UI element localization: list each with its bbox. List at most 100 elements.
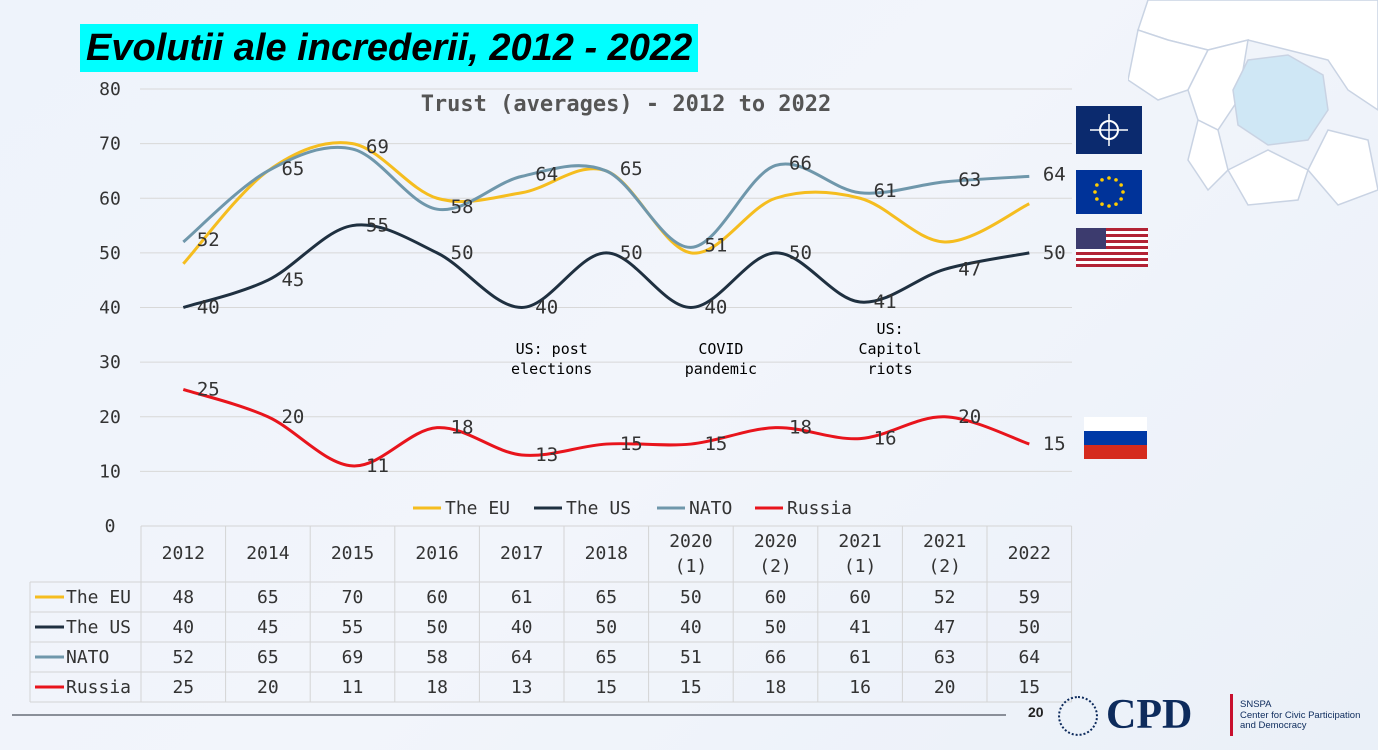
data-label: 15 (704, 433, 727, 455)
cpd-logo: CPD (1106, 692, 1193, 738)
y-tick-label: 0 (105, 516, 116, 537)
table-cell: 20 (257, 677, 279, 698)
table-cell: 52 (934, 587, 956, 608)
data-label: 20 (958, 406, 981, 428)
table-cell: 63 (934, 647, 956, 668)
table-cell: 15 (680, 677, 702, 698)
us-flag-icon (1076, 228, 1148, 267)
series-line-nato (182, 145, 1030, 249)
table-cell: 25 (172, 677, 194, 698)
data-label: 20 (281, 406, 304, 428)
legend-item: The EU (413, 498, 510, 519)
data-label: 64 (1043, 163, 1066, 185)
table-cell: 65 (595, 587, 617, 608)
table-cell: 66 (765, 647, 787, 668)
table-header-cell: 2012 (162, 543, 205, 564)
y-tick-label: 20 (99, 407, 121, 428)
event-annotation: US: Capitol riots (858, 320, 921, 378)
y-axis-ticks: 0 10 20 30 40 50 60 70 80 (99, 79, 121, 537)
table-cell: 58 (426, 647, 448, 668)
logo-org-line: and Democracy (1240, 720, 1307, 731)
data-label: 15 (1043, 433, 1066, 455)
data-label: 65 (281, 158, 304, 180)
table-row-label: The US (66, 617, 131, 638)
table-cell: 48 (172, 587, 194, 608)
table-cell: 65 (257, 587, 279, 608)
data-label: 11 (366, 455, 389, 477)
event-annotation: COVID pandemic (685, 340, 757, 378)
romania-map-graphic (1127, 0, 1378, 214)
table-row: The US 40 45 55 50 40 50 40 50 41 47 50 (35, 617, 1040, 638)
data-label: 50 (789, 242, 812, 264)
data-label: 16 (874, 428, 897, 450)
y-tick-label: 30 (99, 352, 121, 373)
table-cell: 59 (1018, 587, 1040, 608)
table-cell: 64 (511, 647, 533, 668)
table-cell: 50 (1018, 617, 1040, 638)
legend-label: The EU (445, 498, 510, 519)
table-cell: 40 (511, 617, 533, 638)
table-header-cell: 2014 (246, 543, 289, 564)
table-cell: 50 (595, 617, 617, 638)
event-annotation: US: post elections (511, 340, 592, 378)
table-cell: 11 (342, 677, 364, 698)
table-cell: 15 (1018, 677, 1040, 698)
data-label: 50 (620, 242, 643, 264)
table-cell: 18 (765, 677, 787, 698)
table-header-cell: 2021 (1) (838, 531, 881, 577)
series-line-russia (182, 388, 1030, 468)
data-label: 63 (958, 169, 981, 191)
table-cell: 70 (342, 587, 364, 608)
table-row: Russia 25 20 11 18 13 15 15 18 16 20 15 (35, 677, 1040, 698)
table-header-cell: 2020 (1) (669, 531, 712, 577)
data-label: 50 (451, 242, 474, 264)
legend-label: Russia (787, 498, 852, 519)
y-tick-label: 50 (99, 243, 121, 264)
table-header-cell: 2020 (2) (754, 531, 797, 577)
table-row: The EU 48 65 70 60 61 65 50 60 60 52 59 (35, 587, 1040, 608)
table-header-cell: 2022 (1008, 543, 1051, 564)
data-label: 47 (958, 258, 981, 280)
series-line-the-eu (182, 141, 1030, 265)
snspa-seal-icon (1058, 696, 1098, 736)
legend-item: The US (534, 498, 631, 519)
logo-org-line: Center for Civic Participation (1240, 709, 1361, 721)
data-label: 55 (366, 215, 389, 237)
data-label: 50 (1043, 242, 1066, 264)
table-cell: 40 (680, 617, 702, 638)
page-number: 20 (1028, 704, 1044, 720)
data-label: 64 (535, 163, 558, 185)
table-row-label: NATO (66, 647, 109, 668)
logo-org-line: SNSPA (1240, 699, 1272, 710)
table-cell: 50 (765, 617, 787, 638)
table-cell: 13 (511, 677, 533, 698)
table-cell: 64 (1018, 647, 1040, 668)
data-label: 66 (789, 152, 812, 174)
table-cell: 51 (680, 647, 702, 668)
series-lines (182, 141, 1030, 468)
data-label: 65 (620, 158, 643, 180)
legend-label: NATO (689, 498, 732, 519)
data-label: 61 (874, 180, 897, 202)
eu-flag-icon (1076, 170, 1142, 214)
grid-lines (140, 88, 1072, 472)
y-tick-label: 70 (99, 134, 121, 155)
data-label: 40 (535, 297, 558, 319)
logo-divider (1230, 694, 1233, 736)
table-cell: 50 (680, 587, 702, 608)
data-label: 18 (789, 417, 812, 439)
table-cell: 18 (426, 677, 448, 698)
series-line-the-us (182, 223, 1030, 310)
legend-item: NATO (657, 498, 732, 519)
footer-rule (12, 714, 1006, 716)
table-cell: 41 (849, 617, 871, 638)
data-label: 40 (197, 297, 220, 319)
data-label: 51 (704, 234, 727, 256)
table-cell: 65 (595, 647, 617, 668)
table-cell: 40 (172, 617, 194, 638)
flag-icons (1076, 106, 1148, 459)
table-cell: 15 (595, 677, 617, 698)
table-header-cell: 2018 (585, 543, 628, 564)
